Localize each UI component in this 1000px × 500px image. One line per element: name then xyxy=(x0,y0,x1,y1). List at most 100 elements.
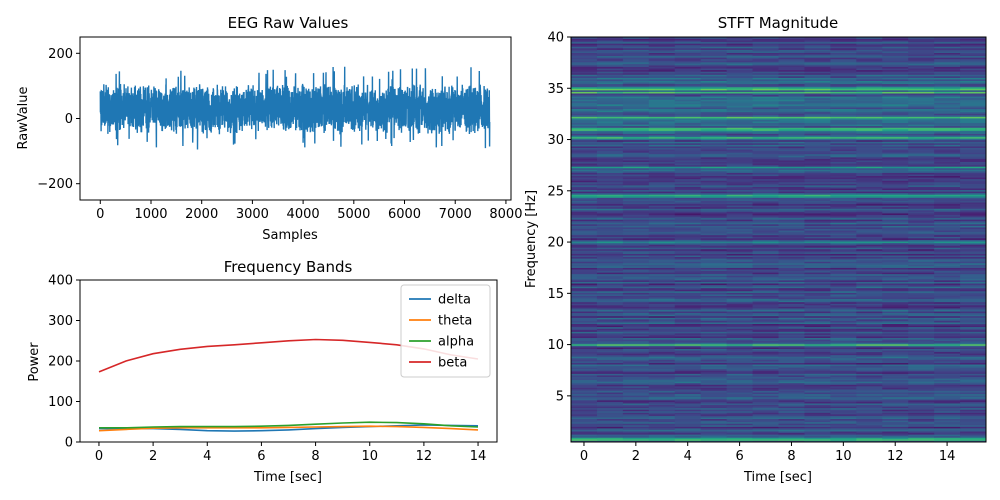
heatmap-cell xyxy=(882,393,909,396)
heatmap-cell xyxy=(648,292,676,295)
heatmap-cell xyxy=(674,197,702,200)
heatmap-cell xyxy=(674,170,702,173)
heatmap-cell xyxy=(830,320,857,323)
heatmap-cell xyxy=(700,270,728,273)
heatmap-cell xyxy=(596,417,624,420)
heatmap-cell xyxy=(648,172,676,175)
heatmap-cell xyxy=(934,72,961,75)
heatmap-cell xyxy=(934,82,961,85)
heatmap-cell xyxy=(726,350,753,353)
heatmap-cell xyxy=(804,227,831,229)
heatmap-cell xyxy=(674,283,702,286)
heatmap-cell xyxy=(804,440,831,442)
heatmap-cell xyxy=(726,381,753,384)
heatmap-cell xyxy=(934,438,961,441)
heatmap-cell xyxy=(804,61,831,64)
heatmap-cell xyxy=(622,116,650,119)
heatmap-cell xyxy=(726,203,753,206)
heatmap-cell xyxy=(622,99,650,102)
heatmap-cell xyxy=(648,265,676,268)
heatmap-cell xyxy=(856,160,883,163)
heatmap-cell xyxy=(571,37,598,39)
heatmap-cell xyxy=(674,52,702,55)
heatmap-cell xyxy=(908,209,935,212)
heatmap-cell xyxy=(700,385,728,388)
heatmap-cell xyxy=(700,228,728,231)
heatmap-cell xyxy=(752,97,779,100)
heatmap-cell xyxy=(752,43,779,46)
heatmap-cell xyxy=(934,124,961,127)
heatmap-cell xyxy=(856,315,883,318)
heatmap-cell xyxy=(908,418,935,421)
heatmap-cell xyxy=(908,280,935,282)
heatmap-cell xyxy=(622,234,650,237)
heatmap-cell xyxy=(856,63,883,66)
heatmap-cell xyxy=(934,370,961,373)
heatmap-cell xyxy=(908,43,935,46)
heatmap-cell xyxy=(726,205,753,208)
heatmap-cell xyxy=(752,350,779,353)
heatmap-cell xyxy=(700,308,728,310)
heatmap-cell xyxy=(674,276,702,279)
heatmap-cell xyxy=(960,142,986,145)
heatmap-cell xyxy=(778,287,805,290)
heatmap-cell xyxy=(622,328,650,331)
heatmap-cell xyxy=(882,253,909,256)
heatmap-cell xyxy=(960,354,986,357)
heatmap-cell xyxy=(726,337,753,340)
heatmap-cell xyxy=(571,205,598,208)
heatmap-cell xyxy=(700,356,728,359)
heatmap-cell xyxy=(648,362,676,365)
heatmap-cell xyxy=(596,242,624,245)
heatmap-cell xyxy=(700,236,728,239)
heatmap-cell xyxy=(856,329,883,332)
heatmap-cell xyxy=(726,213,753,215)
heatmap-cell xyxy=(934,135,961,138)
heatmap-cell xyxy=(726,139,753,142)
heatmap-cell xyxy=(622,273,650,276)
frequency-bands-chart: Frequency Bands 0 2 4 6 8 10 12 14 010020030040… xyxy=(27,258,498,485)
heatmap-cell xyxy=(700,245,728,248)
x-tick-label: 8 xyxy=(787,449,795,464)
heatmap-cell xyxy=(700,251,728,254)
heatmap-cell xyxy=(571,66,598,69)
heatmap-cell xyxy=(648,195,676,198)
heatmap-cell xyxy=(882,149,909,152)
heatmap-cell xyxy=(648,114,676,117)
heatmap-cell xyxy=(726,426,753,429)
heatmap-cell xyxy=(856,267,883,270)
heatmap-cell xyxy=(804,362,831,365)
heatmap-cell xyxy=(804,294,831,296)
heatmap-cell xyxy=(752,275,779,278)
heatmap-cell xyxy=(804,184,831,187)
heatmap-cell xyxy=(830,40,857,43)
heatmap-cell xyxy=(804,311,831,314)
heatmap-cell xyxy=(622,378,650,381)
heatmap-cell xyxy=(674,181,702,184)
heatmap-cell xyxy=(752,440,779,442)
heatmap-cell xyxy=(856,180,883,183)
heatmap-cell xyxy=(960,389,986,391)
heatmap-cell xyxy=(674,68,702,71)
heatmap-cell xyxy=(700,345,728,348)
heatmap-cell xyxy=(856,242,883,245)
heatmap-cell xyxy=(830,44,857,47)
heatmap-cell xyxy=(778,44,805,47)
heatmap-cell xyxy=(700,370,728,373)
heatmap-cell xyxy=(648,65,676,67)
heatmap-cell xyxy=(804,245,831,248)
heatmap-cell xyxy=(622,376,650,379)
heatmap-cell xyxy=(726,289,753,292)
heatmap-cell xyxy=(778,435,805,438)
heatmap-cell xyxy=(571,364,598,367)
heatmap-cell xyxy=(908,80,935,83)
heatmap-cell xyxy=(700,398,728,401)
heatmap-cell xyxy=(674,194,702,197)
heatmap-cell xyxy=(674,373,702,376)
heatmap-cell xyxy=(960,287,986,290)
heatmap-cell xyxy=(856,399,883,402)
heatmap-cell xyxy=(804,413,831,416)
heatmap-cell xyxy=(700,186,728,189)
heatmap-cell xyxy=(700,213,728,215)
heatmap-cell xyxy=(830,74,857,77)
